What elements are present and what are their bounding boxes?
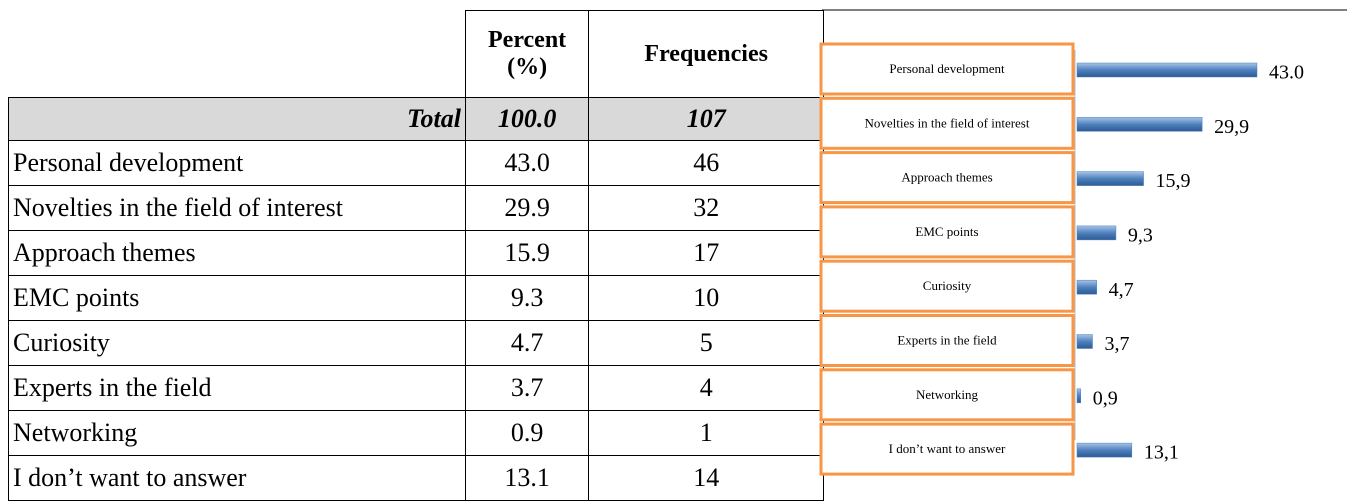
category-label: Curiosity [923, 278, 972, 293]
bar [1076, 279, 1097, 295]
table-row: I don’t want to answer 13.1 14 [8, 455, 825, 501]
header-cell: Frequencies [588, 10, 825, 98]
data-table: Percent (%) Frequencies Total 100.0 107 … [8, 10, 825, 501]
row-value: 32 [588, 185, 825, 231]
value-label: 43.0 [1269, 62, 1304, 84]
category-label: I don’t want to answer [889, 441, 1006, 456]
bar [1076, 171, 1144, 186]
bar [1076, 62, 1258, 78]
table-row: Novelties in the field of interest 29.9 32 [8, 185, 825, 231]
row-label: I don’t want to answer [8, 455, 466, 501]
category-box [819, 96, 1075, 150]
category-label: Personal development [889, 61, 1005, 76]
row-value: 29.9 [464, 185, 590, 231]
value-label: 9,3 [1128, 224, 1153, 246]
row-value: 46 [588, 140, 825, 186]
row-value: 14 [588, 455, 825, 501]
value-label: 13,1 [1144, 442, 1179, 464]
row-value: 9.3 [464, 275, 590, 321]
bar [1076, 117, 1203, 132]
category-label: Networking [916, 387, 979, 402]
row-value: 5 [588, 320, 825, 366]
category-box [819, 314, 1075, 367]
row-value: 4 [588, 365, 825, 411]
table-row: Approach themes 15.9 17 [8, 230, 825, 276]
table-row: Networking 0.9 1 [8, 410, 825, 456]
row-label: Networking [8, 410, 466, 456]
category-box [819, 205, 1075, 259]
total-label: Total [8, 97, 466, 141]
value-label: 29,9 [1214, 116, 1249, 138]
category-label: Experts in the field [897, 332, 997, 347]
header-row: Percent (%) Frequencies [8, 10, 825, 98]
row-value: 13.1 [464, 455, 590, 501]
total-percent: 100.0 [464, 97, 590, 141]
total-frequency: 107 [588, 97, 825, 141]
row-label: Approach themes [8, 230, 466, 276]
row-label: Personal development [8, 140, 466, 186]
category-box [819, 151, 1075, 205]
value-label: 0,9 [1093, 387, 1118, 409]
table-row: Experts in the field 3.7 4 [8, 365, 825, 411]
bar [1076, 388, 1082, 404]
total-row: Total 100.0 107 [8, 97, 825, 141]
category-label: Approach themes [901, 170, 992, 185]
blank-cell [8, 10, 466, 98]
bar [1076, 225, 1117, 241]
value-label: 15,9 [1156, 170, 1191, 192]
header-cell: Percent (%) [464, 10, 590, 98]
value-label: 3,7 [1104, 333, 1129, 355]
bar [1076, 334, 1093, 349]
category-box [819, 422, 1075, 476]
value-label: 4,7 [1109, 279, 1134, 301]
category-label: EMC points [915, 224, 978, 239]
row-label: Novelties in the field of interest [8, 185, 466, 231]
category-box [819, 368, 1075, 422]
row-label: Experts in the field [8, 365, 466, 411]
category-box [819, 259, 1075, 313]
bar [1076, 442, 1133, 458]
table-row: Personal development 43.0 46 [8, 140, 825, 186]
category-label: Novelties in the field of interest [865, 115, 1030, 130]
category-box [819, 42, 1075, 96]
